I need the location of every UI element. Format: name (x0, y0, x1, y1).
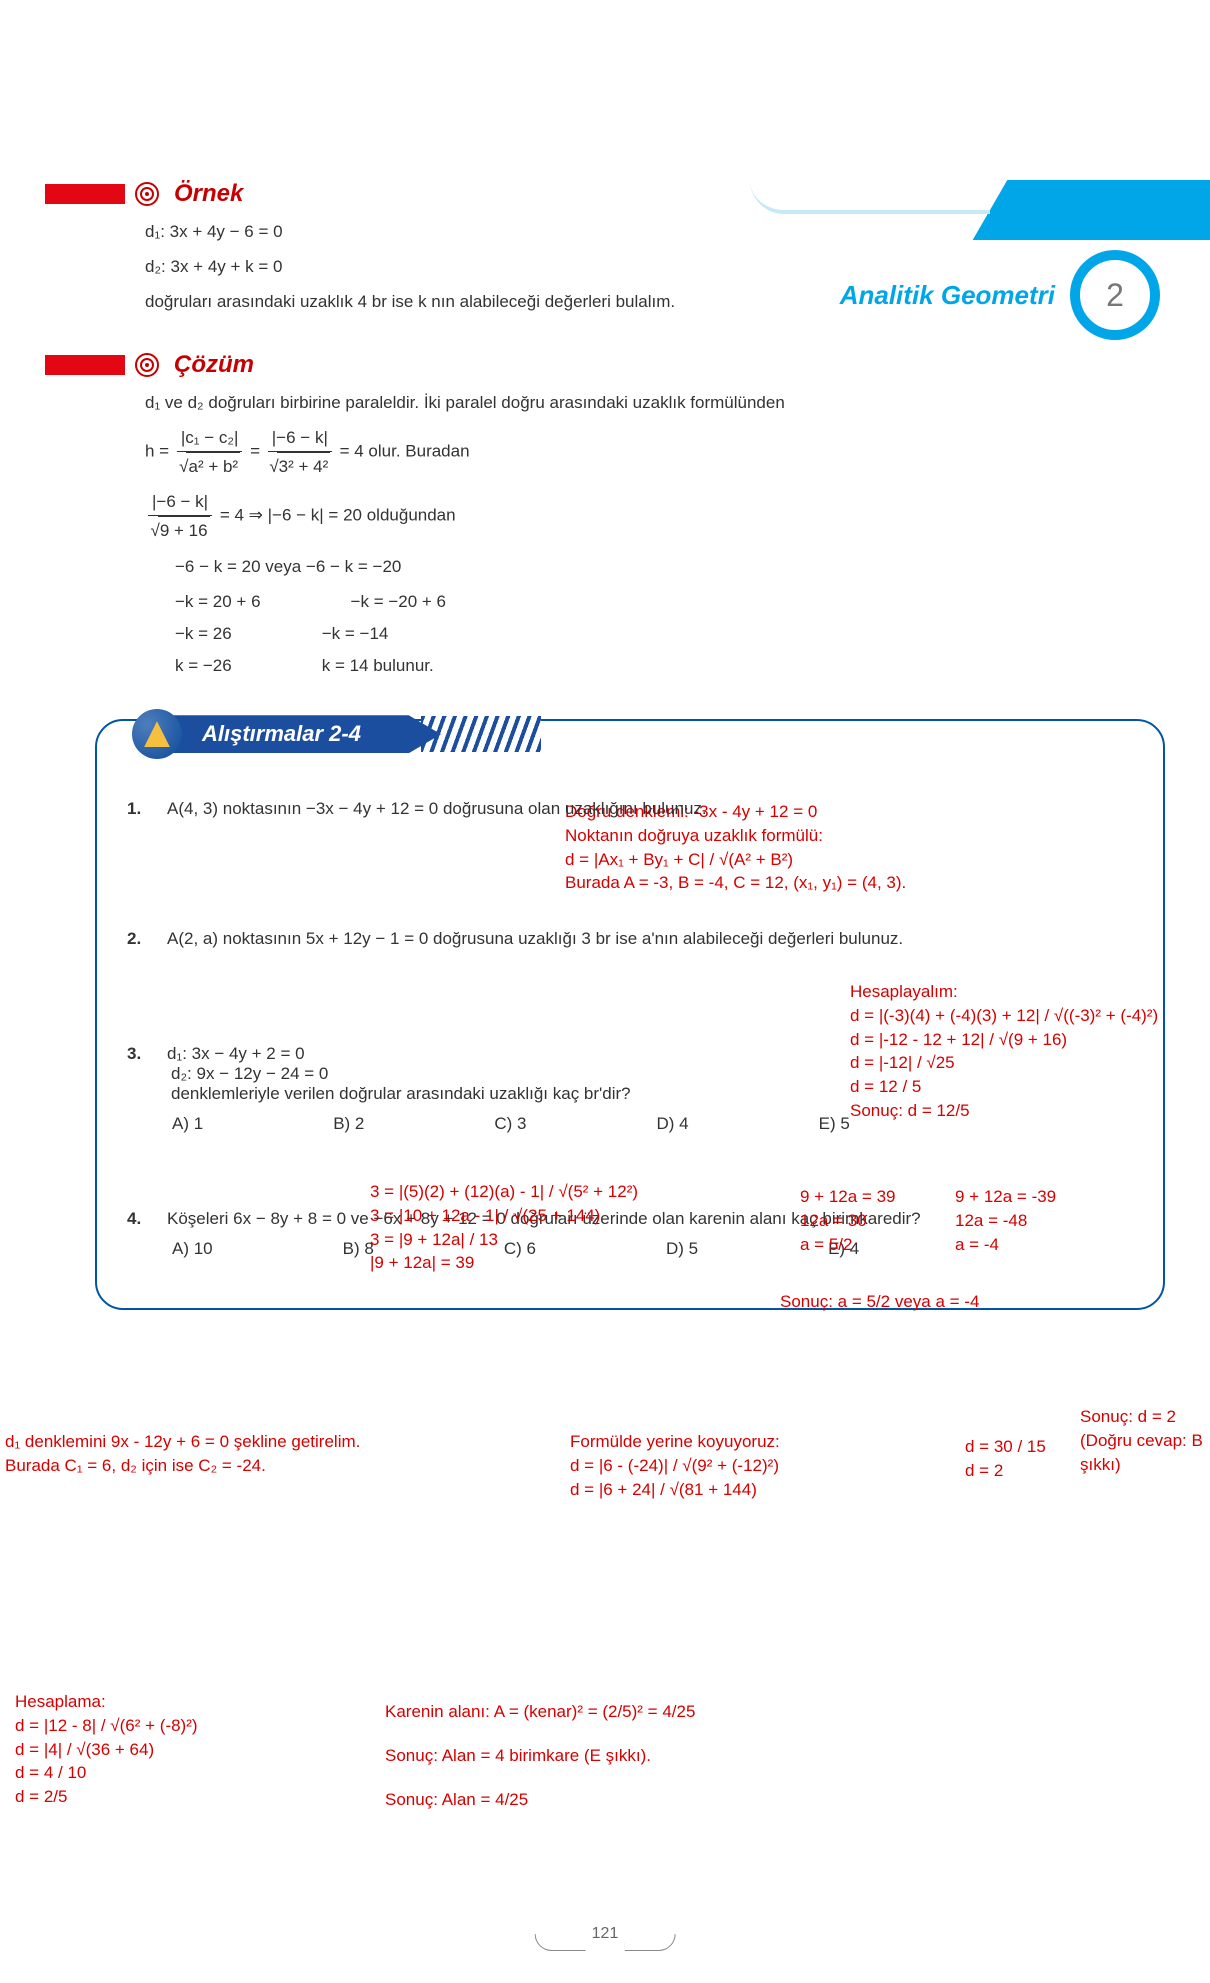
ornek-label: Örnek (174, 180, 243, 208)
cozum-l3: −6 − k = 20 veya −6 − k = −20 (175, 553, 1150, 580)
red-bar-icon (45, 184, 125, 204)
annotation-q2-col3: 9 + 12a = -3912a = -48a = -4 (955, 1185, 1056, 1256)
cozum-line2: |−6 − k|9 + 16 = 4 ⇒ |−6 − k| = 20 olduğ… (145, 488, 1150, 544)
cozum-row3: k = −26k = 14 bulunur. (175, 652, 1150, 679)
annotation-q3-result: Sonuç: d = 2(Doğru cevap: B şıkkı) (1080, 1405, 1210, 1476)
red-bar-icon (45, 355, 125, 375)
exercises-title: Alıştırmalar 2-4 (172, 715, 441, 753)
bullseye-icon (135, 182, 159, 206)
annotation-q2-col2: 9 + 12a = 3912a = 30a = 5/2 (800, 1185, 895, 1256)
page-number: 121 (592, 1925, 619, 1943)
annotation-q2-result: Sonuç: a = 5/2 veya a = -4 (780, 1290, 979, 1314)
annotation-q1: Hesaplayalım: d = |(-3)(4) + (-4)(3) + 1… (850, 980, 1158, 1123)
cozum-content: d₁ ve d₂ doğruları birbirine paraleldir.… (145, 389, 1150, 680)
cozum-label: Çözüm (174, 351, 254, 379)
bullseye-icon (135, 353, 159, 377)
chapter-title: Analitik Geometri (840, 280, 1055, 311)
cozum-row2: −k = 26−k = −14 (175, 620, 1150, 647)
chapter-number: 2 (1070, 250, 1160, 340)
question-1: 1.A(4, 3) noktasının −3x − 4y + 12 = 0 d… (127, 799, 1133, 819)
cozum-heading: Çözüm (45, 351, 1210, 379)
header-accent (973, 180, 1210, 240)
cozum-line1: h = |c₁ − c₂|a² + b² = |−6 − k|3² + 4² =… (145, 424, 1150, 480)
question-2: 2.A(2, a) noktasının 5x + 12y − 1 = 0 do… (127, 929, 1133, 949)
cozum-intro: d₁ ve d₂ doğruları birbirine paraleldir.… (145, 389, 1150, 416)
chapter-badge: Analitik Geometri 2 (840, 250, 1160, 340)
annotation-q3-left: d₁ denklemini 9x - 12y + 6 = 0 şekline g… (5, 1430, 360, 1478)
annotation-q4-right: Karenin alanı: A = (kenar)² = (2/5)² = 4… (385, 1700, 695, 1811)
exercises-banner: Alıştırmalar 2-4 (132, 709, 541, 759)
cozum-row1: −k = 20 + 6−k = −20 + 6 (175, 588, 1150, 615)
annotation-q4-left: Hesaplama: d = |12 - 8| / √(6² + (-8)²)d… (15, 1690, 198, 1809)
annotation-q3-right: d = 30 / 15d = 2 (965, 1435, 1046, 1483)
header-swoosh (750, 180, 990, 214)
exercises-icon (132, 709, 182, 759)
annotation-q3-mid: Formülde yerine koyuyoruz:d = |6 - (-24)… (570, 1430, 780, 1501)
annotation-q2-col1: 3 = |(5)(2) + (12)(a) - 1| / √(5² + 12²)… (370, 1180, 638, 1275)
